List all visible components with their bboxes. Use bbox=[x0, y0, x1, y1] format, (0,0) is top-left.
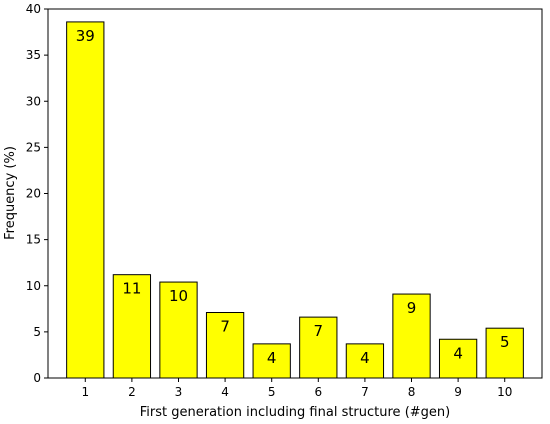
bar-labels: 39 11 10 7 4 7 4 9 4 5 bbox=[76, 27, 510, 367]
y-tick-label: 35 bbox=[26, 48, 41, 62]
x-tick-label: 5 bbox=[268, 385, 276, 399]
x-tick-label: 9 bbox=[454, 385, 462, 399]
bar-value-label: 39 bbox=[76, 27, 95, 45]
y-tick-label: 5 bbox=[33, 325, 41, 339]
bar-value-label: 4 bbox=[453, 344, 463, 362]
bar-7 bbox=[345, 343, 385, 379]
bar-value-label: 10 bbox=[169, 287, 188, 305]
x-tick-label: 6 bbox=[314, 385, 322, 399]
bar-3 bbox=[159, 281, 198, 379]
bar-4 bbox=[205, 312, 245, 379]
y-tick-label: 30 bbox=[26, 94, 41, 108]
x-tick-label: 10 bbox=[497, 385, 512, 399]
bar-value-label: 7 bbox=[314, 322, 324, 340]
x-axis-label: First generation including final structu… bbox=[140, 405, 450, 420]
y-axis: 0 5 10 15 20 25 30 35 40 bbox=[26, 2, 48, 385]
x-tick-label: 7 bbox=[361, 385, 369, 399]
x-tick-label: 8 bbox=[408, 385, 416, 399]
bar-value-label: 4 bbox=[360, 349, 370, 367]
bar-value-label: 4 bbox=[267, 349, 277, 367]
y-tick-label: 10 bbox=[26, 279, 41, 293]
bar-1 bbox=[66, 21, 105, 379]
x-tick-label: 1 bbox=[81, 385, 89, 399]
x-axis: 1 2 3 4 5 6 7 8 9 10 bbox=[81, 378, 512, 399]
y-tick-label: 25 bbox=[26, 140, 41, 154]
bar-value-label: 9 bbox=[407, 299, 417, 317]
x-tick-label: 2 bbox=[128, 385, 136, 399]
bar-9 bbox=[438, 338, 478, 379]
bar-5 bbox=[252, 343, 291, 379]
bar-2 bbox=[112, 274, 152, 379]
x-tick-label: 4 bbox=[221, 385, 229, 399]
bar-value-label: 11 bbox=[122, 280, 141, 298]
bars bbox=[66, 21, 524, 379]
x-tick-label: 3 bbox=[175, 385, 183, 399]
y-tick-label: 0 bbox=[33, 371, 41, 385]
bar-value-label: 7 bbox=[220, 318, 230, 336]
y-axis-label: Frequency (%) bbox=[3, 146, 18, 240]
y-tick-label: 20 bbox=[26, 187, 41, 201]
y-tick-label: 40 bbox=[26, 2, 41, 16]
bar-value-label: 5 bbox=[500, 333, 510, 351]
y-tick-label: 15 bbox=[26, 233, 41, 247]
